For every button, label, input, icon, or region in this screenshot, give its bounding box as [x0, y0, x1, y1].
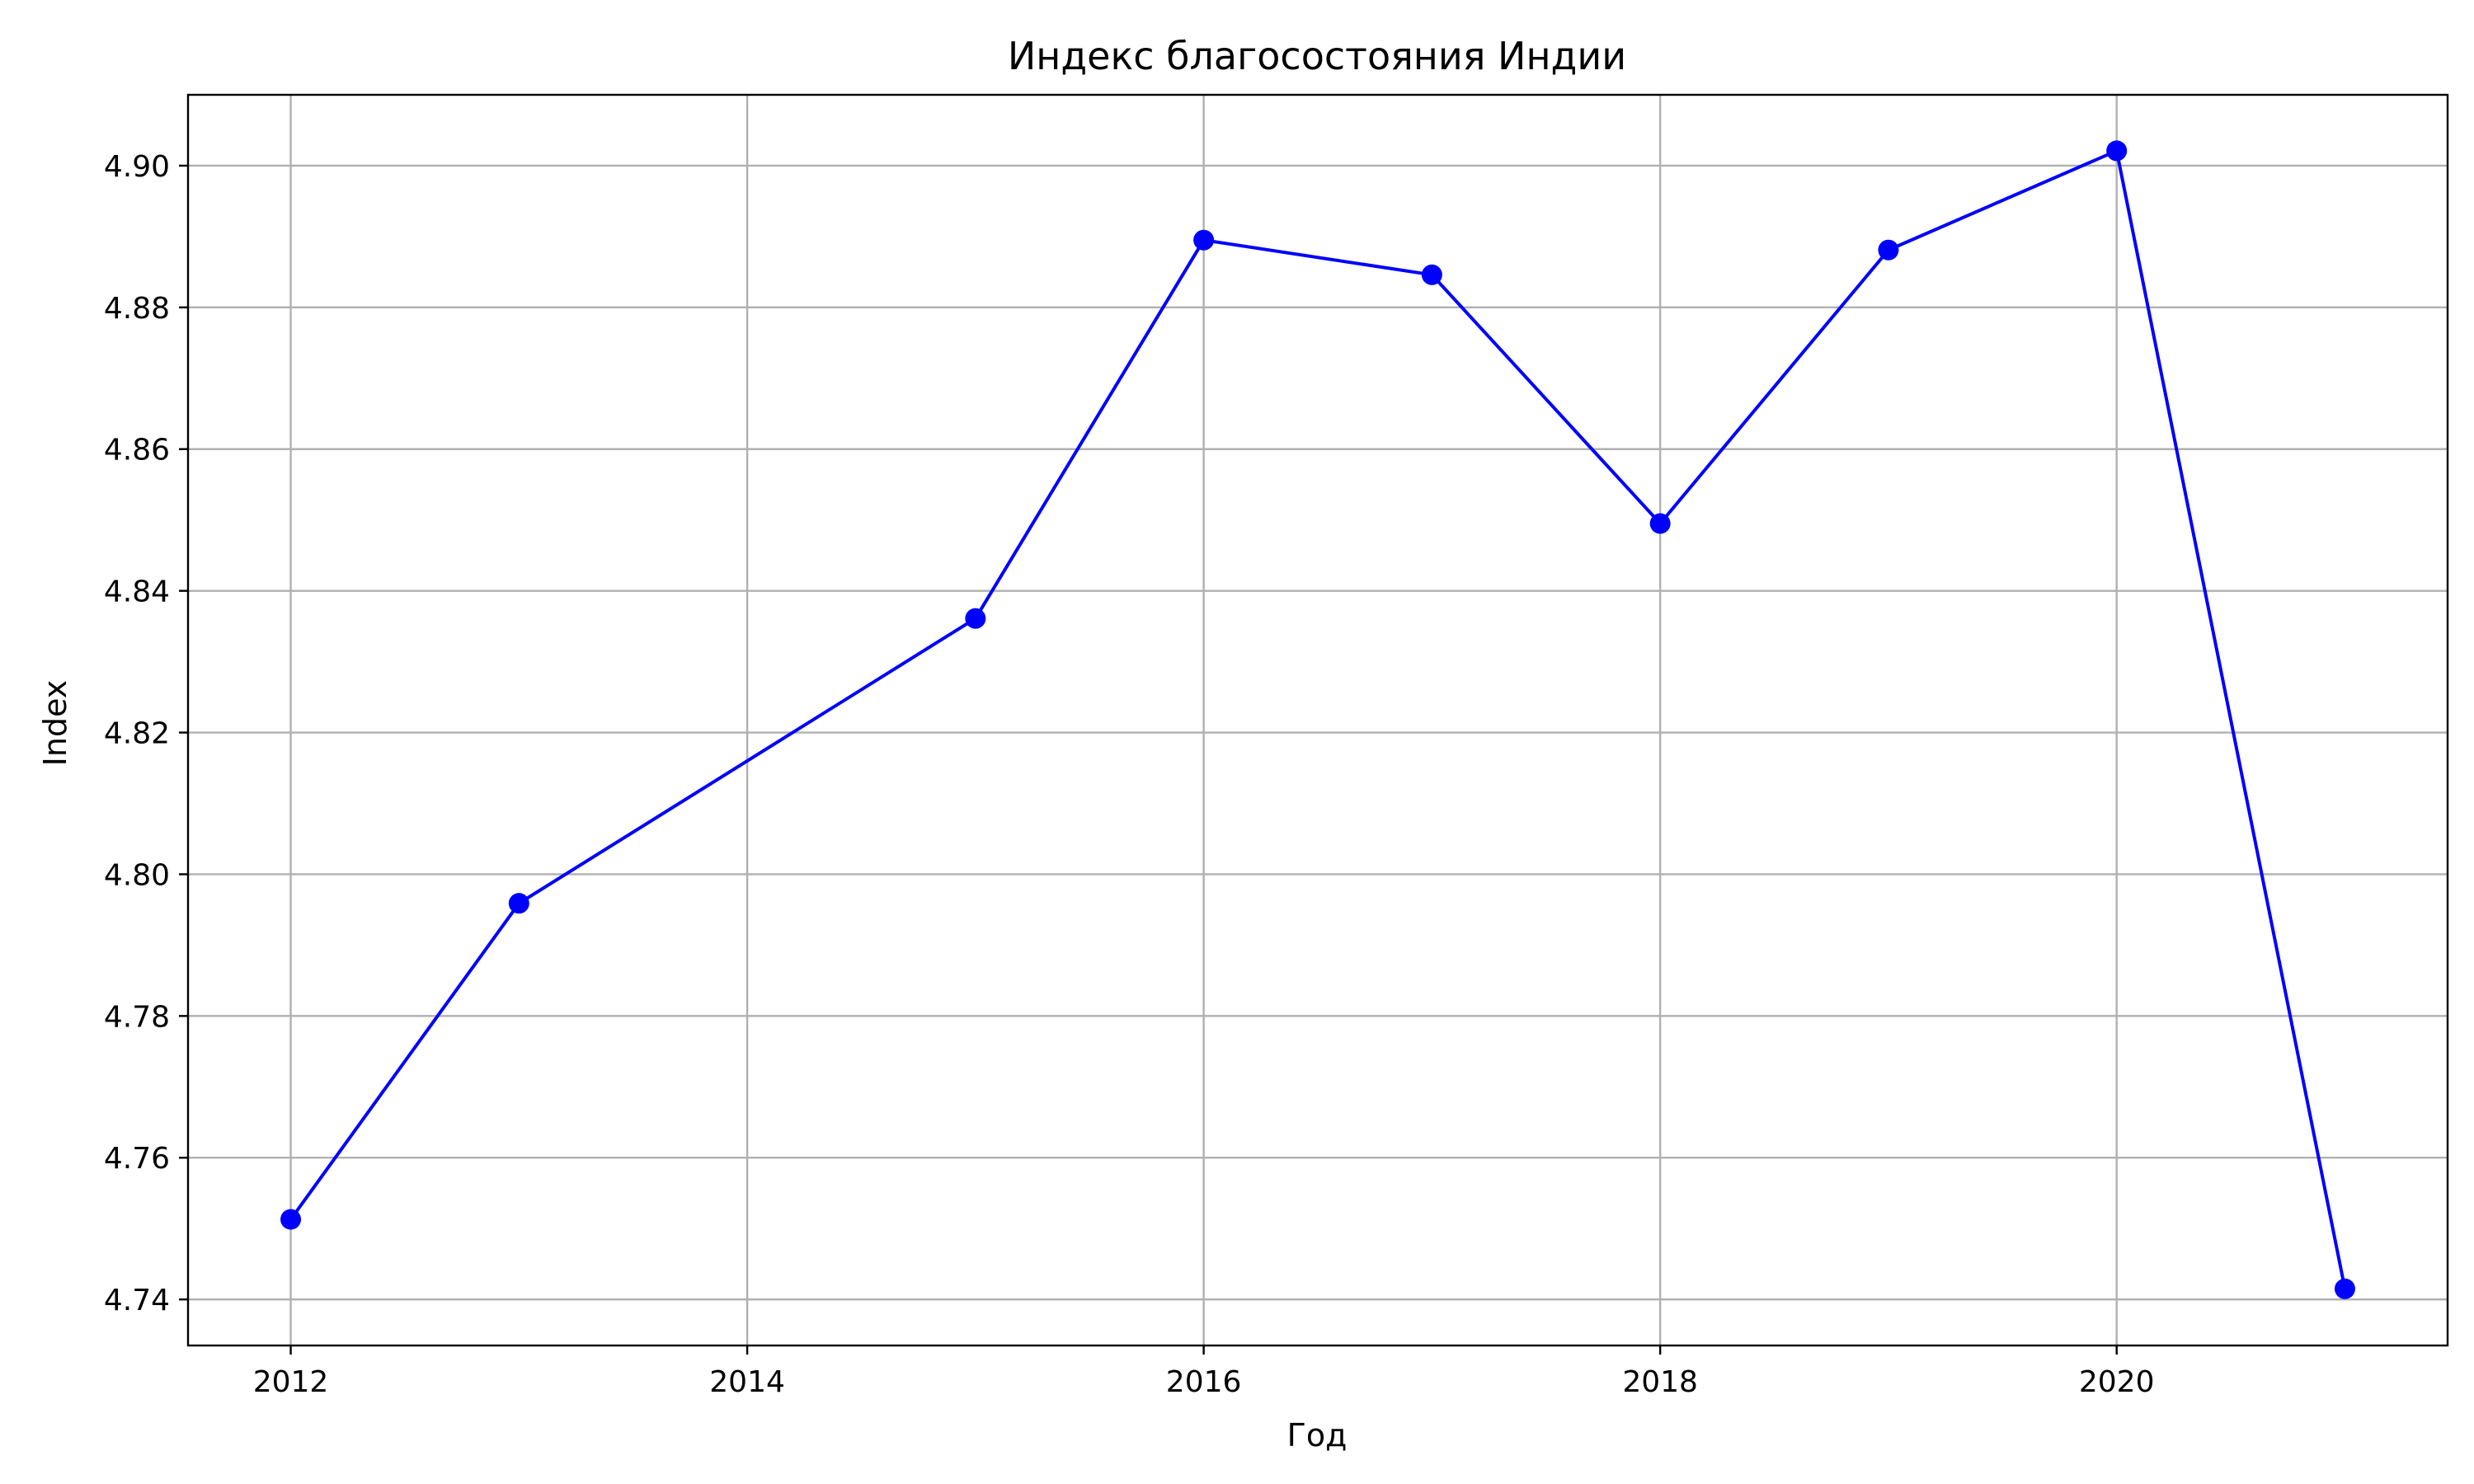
data-point [965, 608, 986, 629]
y-tick-label: 4.88 [104, 292, 170, 326]
y-tick-label: 4.76 [104, 1142, 170, 1176]
series-layer [280, 140, 2355, 1299]
axes-frame [186, 93, 2449, 1347]
y-tick-label: 4.86 [104, 434, 170, 467]
data-point [1649, 513, 1671, 534]
y-tick-label: 4.78 [104, 1000, 170, 1034]
x-tick-label: 2014 [709, 1365, 785, 1399]
x-tick-label: 2020 [2079, 1365, 2155, 1399]
data-point [280, 1209, 302, 1230]
series-line [289, 148, 2347, 1291]
data-point [2106, 140, 2128, 162]
grid-lines [188, 95, 2448, 1345]
data-point [2334, 1278, 2355, 1299]
y-tick-label: 4.80 [104, 858, 170, 892]
data-point [1878, 239, 1899, 261]
y-axis-label: Index [37, 680, 73, 767]
x-tick-label: 2016 [1166, 1365, 1242, 1399]
y-tick-label: 4.84 [104, 575, 170, 609]
y-tick-label: 4.74 [104, 1284, 170, 1317]
chart-title: Индекс благосостояния Индии [1008, 34, 1626, 78]
data-point [1193, 229, 1215, 251]
data-point [508, 893, 529, 914]
data-point [1421, 264, 1442, 285]
tick-layer: 2012 2014 2016 2018 2020 4.74 4.76 4.78 4.80 4.82… [104, 150, 2155, 1399]
x-tick-label: 2012 [253, 1365, 329, 1399]
x-axis-label: Год [1287, 1417, 1348, 1453]
y-tick-label: 4.82 [104, 717, 170, 751]
x-tick-label: 2018 [1622, 1365, 1698, 1399]
y-tick-label: 4.90 [104, 150, 170, 184]
plot-frame [186, 93, 2449, 1347]
